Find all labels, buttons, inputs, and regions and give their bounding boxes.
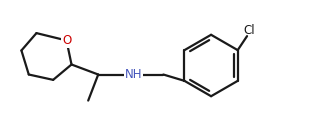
Text: Cl: Cl bbox=[243, 24, 254, 37]
Text: O: O bbox=[62, 34, 71, 47]
Text: NH: NH bbox=[124, 68, 142, 81]
